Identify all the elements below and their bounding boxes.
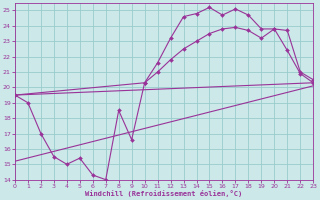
X-axis label: Windchill (Refroidissement éolien,°C): Windchill (Refroidissement éolien,°C) — [85, 190, 243, 197]
